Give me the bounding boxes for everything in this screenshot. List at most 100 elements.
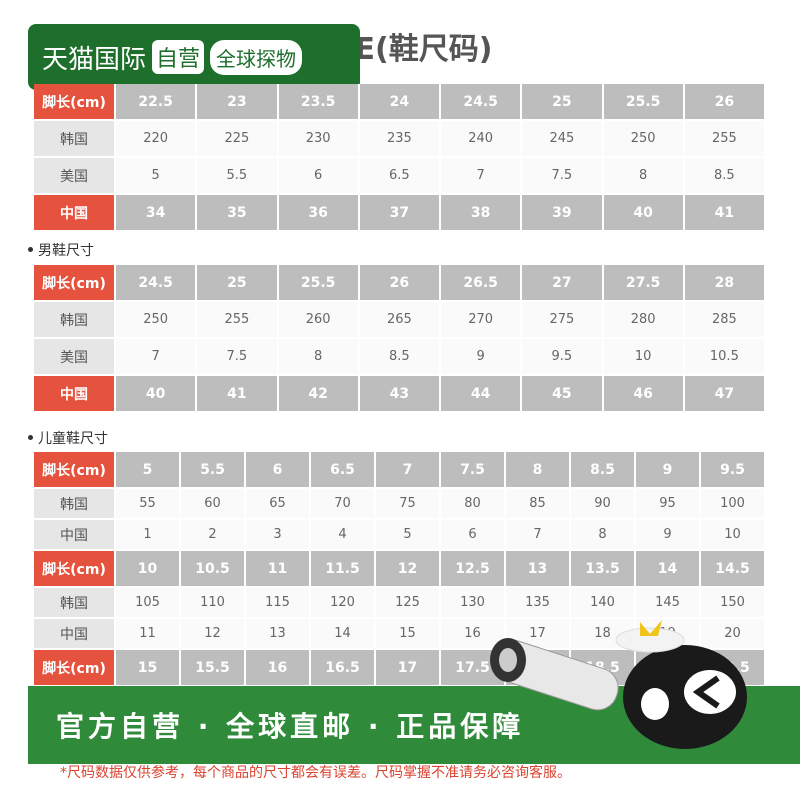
header-cell: 12.5 — [441, 551, 506, 588]
row-label: 脚长(cm) — [34, 265, 116, 302]
table-cell: 220 — [116, 121, 198, 158]
table-cell: 75 — [376, 489, 441, 520]
table-cell: 90 — [571, 489, 636, 520]
header-cell: 25 — [197, 265, 279, 302]
table-cell: 255 — [684, 121, 766, 158]
section-label: 男鞋尺寸 — [38, 243, 94, 259]
table-cell: 225 — [197, 121, 279, 158]
header-cell: 24.5 — [116, 265, 198, 302]
header-cell: 35 — [197, 195, 279, 232]
table-cell: 95 — [636, 489, 701, 520]
row-label: 美国 — [34, 158, 116, 195]
header-cell: 11.5 — [311, 551, 376, 588]
header-cell: 16.5 — [311, 650, 376, 687]
row-label: 脚长(cm) — [34, 551, 116, 588]
row-label: 中国 — [34, 520, 116, 551]
table-cell: 255 — [197, 302, 279, 339]
header-cell: 26 — [684, 84, 766, 121]
table-cell: 8 — [603, 158, 685, 195]
table-cell: 270 — [441, 302, 523, 339]
header-cell: 23 — [197, 84, 279, 121]
table-cell: 55 — [116, 489, 181, 520]
table-cell: 105 — [116, 588, 181, 619]
table-cell: 280 — [603, 302, 685, 339]
table-cell: 230 — [278, 121, 360, 158]
table-cell: 9 — [636, 520, 701, 551]
header-cell: 13.5 — [571, 551, 636, 588]
table-cell: 110 — [181, 588, 246, 619]
table-cell: 9 — [441, 339, 523, 376]
header-cell: 5 — [116, 452, 181, 489]
header-cell: 36 — [278, 195, 360, 232]
header-cell: 42 — [278, 376, 360, 413]
table-cell: 12 — [181, 619, 246, 650]
header-cell: 8 — [506, 452, 571, 489]
header-cell: 11 — [246, 551, 311, 588]
table-cell: 5.5 — [197, 158, 279, 195]
table-cell: 4 — [311, 520, 376, 551]
row-label: 韩国 — [34, 302, 116, 339]
header-cell: 40 — [603, 195, 685, 232]
header-cell: 40 — [116, 376, 198, 413]
table-cell: 11 — [116, 619, 181, 650]
table-cell: 135 — [506, 588, 571, 619]
row-label: 中国 — [34, 619, 116, 650]
table-cell: 1 — [116, 520, 181, 551]
table-cell: 14 — [311, 619, 376, 650]
header-cell: 28 — [684, 265, 766, 302]
header-cell: 26.5 — [441, 265, 523, 302]
row-label: 中国 — [34, 195, 116, 232]
table-cell: 115 — [246, 588, 311, 619]
table-cell: 250 — [603, 121, 685, 158]
bullet — [28, 247, 33, 252]
table-cell: 7.5 — [522, 158, 604, 195]
table-cell: 245 — [522, 121, 604, 158]
table-cell: 10 — [701, 520, 766, 551]
header-cell: 34 — [116, 195, 198, 232]
table-cell: 250 — [116, 302, 198, 339]
header-cell: 39 — [522, 195, 604, 232]
header-cell: 7.5 — [441, 452, 506, 489]
header-cell: 9.5 — [701, 452, 766, 489]
table-cell: 130 — [441, 588, 506, 619]
table-cell: 5 — [376, 520, 441, 551]
table-cell: 100 — [701, 489, 766, 520]
header-cell: 43 — [359, 376, 441, 413]
row-label: 韩国 — [34, 121, 116, 158]
header-cell: 6 — [246, 452, 311, 489]
table-cell: 80 — [441, 489, 506, 520]
badge-brand: 天猫国际 — [42, 44, 147, 75]
table-cell: 7 — [506, 520, 571, 551]
table-cell: 15 — [376, 619, 441, 650]
badge-tag: 自营 — [152, 40, 205, 74]
banner-text: 官方自营 · 全球直邮 · 正品保障 — [56, 710, 525, 743]
header-cell: 23.5 — [278, 84, 360, 121]
table-cell: 8.5 — [684, 158, 766, 195]
table-cell: 10 — [603, 339, 685, 376]
row-label: 美国 — [34, 339, 116, 376]
table-cell: 9.5 — [522, 339, 604, 376]
table-cell: 8 — [571, 520, 636, 551]
table-cell: 235 — [359, 121, 441, 158]
header-cell: 9 — [636, 452, 701, 489]
header-cell: 10.5 — [181, 551, 246, 588]
table-cell: 20 — [701, 619, 766, 650]
table-cell: 8.5 — [359, 339, 441, 376]
header-cell: 12 — [376, 551, 441, 588]
header-cell: 13 — [506, 551, 571, 588]
header-cell: 15.5 — [181, 650, 246, 687]
table-cell: 2 — [181, 520, 246, 551]
header-cell: 26 — [359, 265, 441, 302]
table-cell: 285 — [684, 302, 766, 339]
header-cell: 44 — [441, 376, 523, 413]
table-cell: 125 — [376, 588, 441, 619]
table-cell: 5 — [116, 158, 198, 195]
header-cell: 41 — [684, 195, 766, 232]
row-label: 脚长(cm) — [34, 452, 116, 489]
table-cell: 240 — [441, 121, 523, 158]
header-cell: 5.5 — [181, 452, 246, 489]
header-cell: 8.5 — [571, 452, 636, 489]
header-cell: 38 — [441, 195, 523, 232]
header-cell: 27.5 — [603, 265, 685, 302]
